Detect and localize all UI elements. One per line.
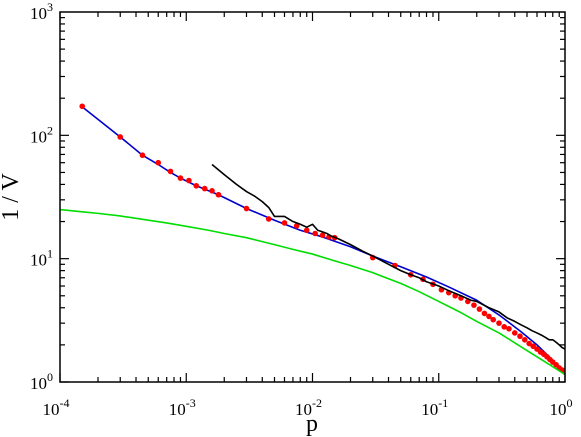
x-axis-label: p (306, 411, 318, 437)
y-axis-label: 1 / V (0, 173, 24, 221)
data-point (476, 306, 483, 312)
data-point (209, 188, 215, 194)
data-point (319, 232, 326, 238)
data-point (481, 310, 488, 317)
series-line-2 (211, 163, 565, 350)
data-point (177, 175, 184, 181)
data-point (303, 227, 310, 234)
x-tick-label: 10-4 (43, 396, 70, 419)
data-point (139, 152, 146, 159)
series-layer (60, 103, 565, 376)
y-tick-label: 100 (30, 370, 53, 393)
data-point (215, 191, 222, 198)
tick-labels-layer: 10-4 10-3 10-2 10-1 100 100 101 102 103 (30, 0, 573, 419)
data-point (496, 320, 502, 326)
x-tick-label: 10-2 (295, 396, 322, 419)
data-point (193, 182, 200, 189)
data-point (201, 185, 208, 192)
data-point (167, 168, 174, 175)
ticks-layer (59, 12, 566, 383)
x-tick-label: 10-1 (421, 396, 448, 419)
data-point (471, 302, 477, 308)
data-point (243, 205, 250, 212)
series-line-3 (60, 208, 565, 376)
plot-frame (59, 11, 566, 383)
data-point (490, 316, 497, 323)
data-point (117, 134, 124, 140)
data-point (265, 216, 272, 222)
series-line-0 (81, 106, 565, 373)
data-point (517, 333, 523, 340)
data-point (526, 340, 532, 347)
data-point (521, 336, 528, 343)
data-point (511, 330, 518, 336)
data-point (281, 220, 288, 226)
data-point (501, 324, 508, 330)
data-point (312, 230, 318, 237)
data-point (155, 159, 162, 166)
y-tick-label: 102 (30, 123, 53, 146)
x-tick-label: 10-3 (169, 396, 196, 419)
x-tick-label: 100 (550, 396, 573, 419)
data-point (506, 326, 512, 332)
data-point (486, 313, 492, 320)
y-tick-label: 103 (30, 0, 53, 23)
y-tick-label: 101 (30, 247, 53, 270)
data-point (186, 177, 192, 184)
data-point (79, 103, 86, 110)
